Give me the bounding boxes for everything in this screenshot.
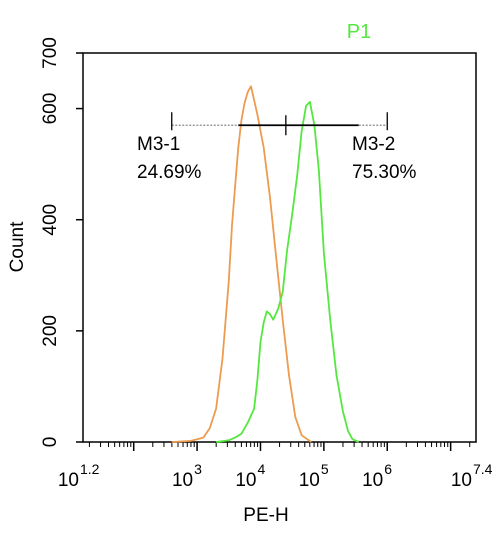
- x-tick-label-exponent: 3: [194, 461, 202, 477]
- marker-percent: 24.69%: [137, 162, 202, 183]
- x-tick-label-base: 10: [362, 470, 383, 491]
- x-tick-label-base: 10: [58, 470, 79, 491]
- x-tick-label-exponent: 6: [384, 461, 392, 477]
- x-tick-label: 106: [362, 461, 392, 491]
- marker-name: M3-1: [137, 134, 180, 155]
- y-tick-label: 600: [40, 93, 61, 125]
- marker-name: M3-2: [352, 134, 395, 155]
- x-tick-label: 107.4: [451, 461, 493, 491]
- x-tick-label-exponent: 4: [257, 461, 265, 477]
- marker-percent: 75.30%: [352, 162, 417, 183]
- x-tick-label: 104: [235, 461, 265, 491]
- y-tick-label: 200: [40, 315, 61, 347]
- x-tick-label-base: 10: [299, 470, 320, 491]
- x-tick-label: 105: [299, 461, 329, 491]
- marker-gate-1: M3-1 24.69%: [137, 112, 287, 183]
- x-tick-label: 103: [172, 461, 202, 491]
- x-tick-label-base: 10: [172, 470, 193, 491]
- x-tick-label-exponent: 1.2: [80, 461, 100, 477]
- y-axis-label: Count: [7, 221, 28, 272]
- markers-group: M3-1 24.69% M3-2 75.30%: [137, 112, 417, 183]
- y-tick-label: 400: [40, 204, 61, 236]
- x-tick-label-base: 10: [235, 470, 256, 491]
- x-axis-label: PE-H: [243, 505, 288, 526]
- histogram-series-2: [215, 101, 360, 443]
- x-tick-label: 101.2: [58, 461, 100, 491]
- x-tick-label-exponent: 5: [321, 461, 329, 477]
- x-tick-label-base: 10: [451, 470, 472, 491]
- y-tick-label: 700: [40, 37, 61, 69]
- x-tick-label-exponent: 7.4: [473, 461, 493, 477]
- gate-label: P1: [347, 21, 371, 43]
- series-group: [171, 85, 360, 443]
- y-tick-label: 0: [40, 437, 61, 448]
- marker-gate-2: M3-2 75.30%: [285, 112, 417, 183]
- plot-frame: [82, 52, 477, 443]
- histogram-series-1: [171, 85, 312, 443]
